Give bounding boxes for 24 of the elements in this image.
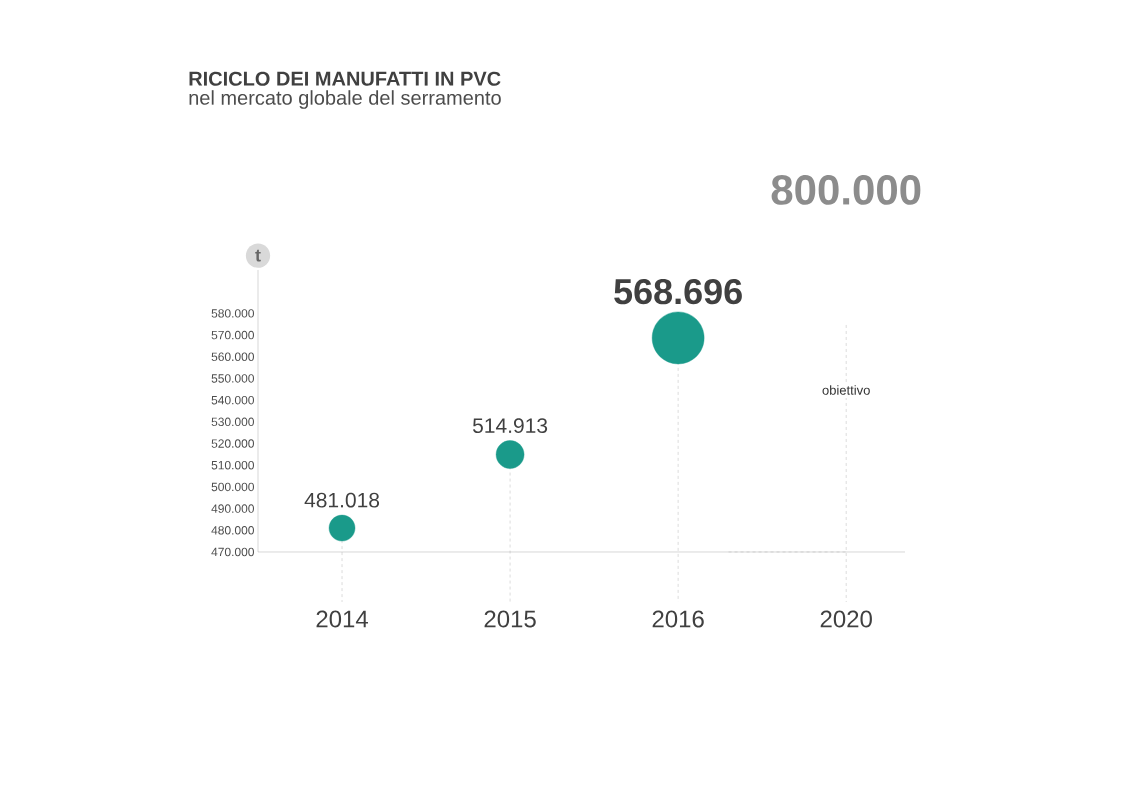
chart-title: RICICLO DEI MANUFATTI IN PVC — [189, 71, 501, 86]
y-tick-label: 550.000 — [211, 374, 254, 383]
y-tick-label: 510.000 — [211, 460, 254, 470]
y-tick-label: 580.000 — [211, 309, 254, 318]
chart-subtitle: nel mercato globale del serramento — [189, 90, 501, 109]
y-tick-label: 520.000 — [211, 439, 254, 448]
y-tick-label: 480.000 — [211, 526, 254, 535]
x-tick-label: 2014 — [316, 610, 369, 628]
x-tick-label: 2016 — [652, 610, 704, 628]
text: 800.000 — [771, 175, 921, 205]
data-label: 481.018 — [304, 492, 380, 508]
y-tick-label: 470.000 — [211, 547, 254, 557]
y-tick-label: 490.000 — [211, 504, 254, 513]
annotation: obiettivo — [822, 385, 870, 395]
y-tick-label: 570.000 — [211, 330, 254, 340]
y-tick-label: 560.000 — [211, 352, 254, 361]
y-tick-label: 530.000 — [211, 417, 254, 427]
x-tick-label: 2020 — [820, 610, 872, 628]
x-tick-label: 2015 — [484, 610, 536, 628]
data-label: 514.913 — [472, 418, 548, 434]
y-axis-title: t — [255, 249, 261, 262]
y-tick-label: 500.000 — [211, 482, 254, 492]
data-label: 568.696 — [614, 278, 742, 305]
y-tick-label: 540.000 — [211, 395, 254, 405]
